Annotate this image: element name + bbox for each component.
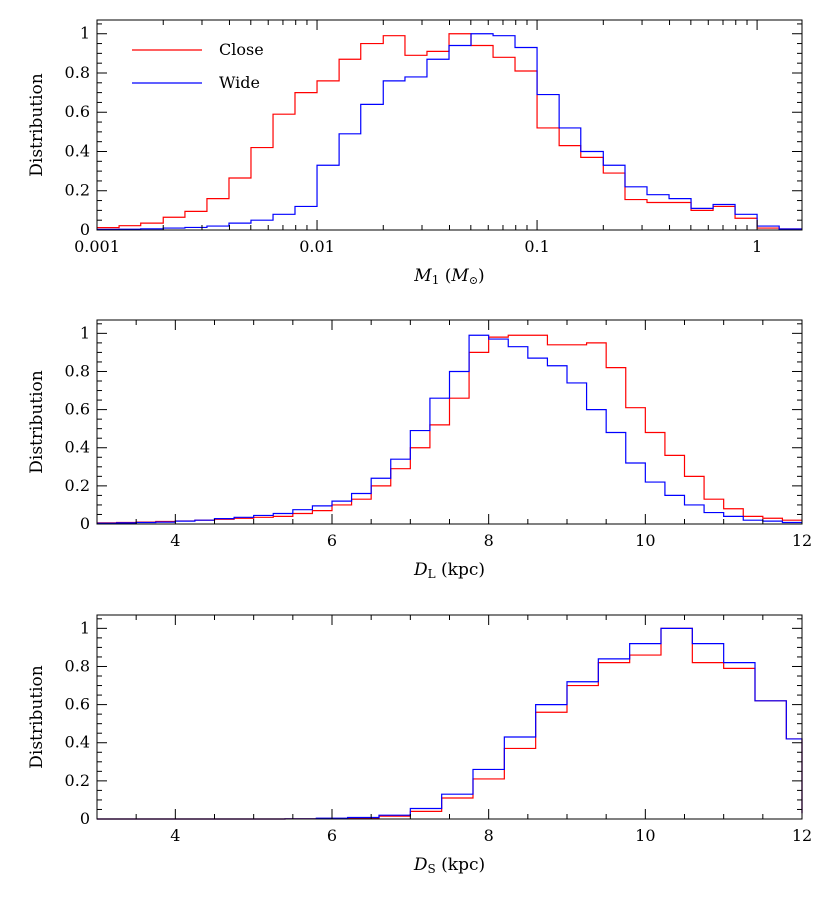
panel-lens-distance-distribution: 4 6 8 10 12 0 0.2 0.4 0.6 0.8 1 Distribution DL (kpc… [27, 319, 812, 581]
x-tick-label: 10 [635, 826, 655, 845]
panel-mass-distribution: 0.001 0.01 0.1 1 0 0.2 0.4 0.6 0.8 1 Distribution M… [27, 19, 803, 287]
y-tick-label: 0.2 [65, 476, 90, 495]
y-axis-label: Distribution [27, 73, 47, 177]
y-tick-label: 0.6 [65, 400, 90, 419]
plot-frame [96, 614, 803, 820]
y-tick-label: 0.8 [65, 361, 90, 380]
y-tick-label: 0.6 [65, 695, 90, 714]
x-tick-label: 6 [327, 826, 337, 845]
series-wide-histogram [97, 334, 802, 524]
x-axis-label: DS (kpc) [413, 855, 485, 876]
x-tick-label: 12 [792, 531, 812, 550]
y-tick-label: 0.4 [65, 733, 90, 752]
y-tick-label: 0 [80, 809, 90, 828]
x-tick-label: 8 [484, 531, 494, 550]
x-tick-label: 1 [752, 237, 762, 256]
x-tick-label: 0.001 [74, 237, 120, 256]
x-tick-label: 10 [635, 531, 655, 550]
legend-label-wide: Wide [219, 73, 260, 92]
panel-source-distance-distribution: 4 6 8 10 12 0 0.2 0.4 0.6 0.8 1 Distribution DS (kpc… [27, 614, 812, 876]
series-close-histogram [97, 627, 803, 820]
y-tick-label: 0.2 [65, 771, 90, 790]
y-tick-label: 0.8 [65, 656, 90, 675]
y-tick-label: 0.4 [65, 438, 90, 457]
y-tick-label: 1 [80, 323, 90, 342]
x-tick-label: 0.01 [299, 237, 335, 256]
y-tick-label: 1 [80, 24, 90, 43]
y-axis-label: Distribution [27, 665, 47, 769]
legend-label-close: Close [219, 40, 264, 59]
x-tick-label: 0.1 [524, 237, 549, 256]
y-axis-label: Distribution [27, 370, 47, 474]
y-tick-label: 1 [80, 618, 90, 637]
x-tick-label: 6 [327, 531, 337, 550]
y-tick-label: 0 [80, 220, 90, 239]
y-tick-label: 0 [80, 514, 90, 533]
x-axis-label: DL (kpc) [413, 560, 485, 581]
y-tick-label: 0.4 [65, 141, 90, 160]
y-tick-label: 0.2 [65, 181, 90, 200]
series-wide-histogram [97, 33, 802, 231]
series-close-histogram [97, 334, 802, 524]
x-tick-label: 4 [170, 531, 180, 550]
series-wide-histogram [97, 627, 803, 820]
y-tick-label: 0.8 [65, 63, 90, 82]
x-axis-label: M1 (M⊙) [413, 266, 484, 287]
x-tick-label: 12 [792, 826, 812, 845]
x-tick-label: 8 [484, 826, 494, 845]
x-tick-label: 4 [170, 826, 180, 845]
series-close-histogram [97, 33, 802, 230]
y-tick-label: 0.6 [65, 102, 90, 121]
